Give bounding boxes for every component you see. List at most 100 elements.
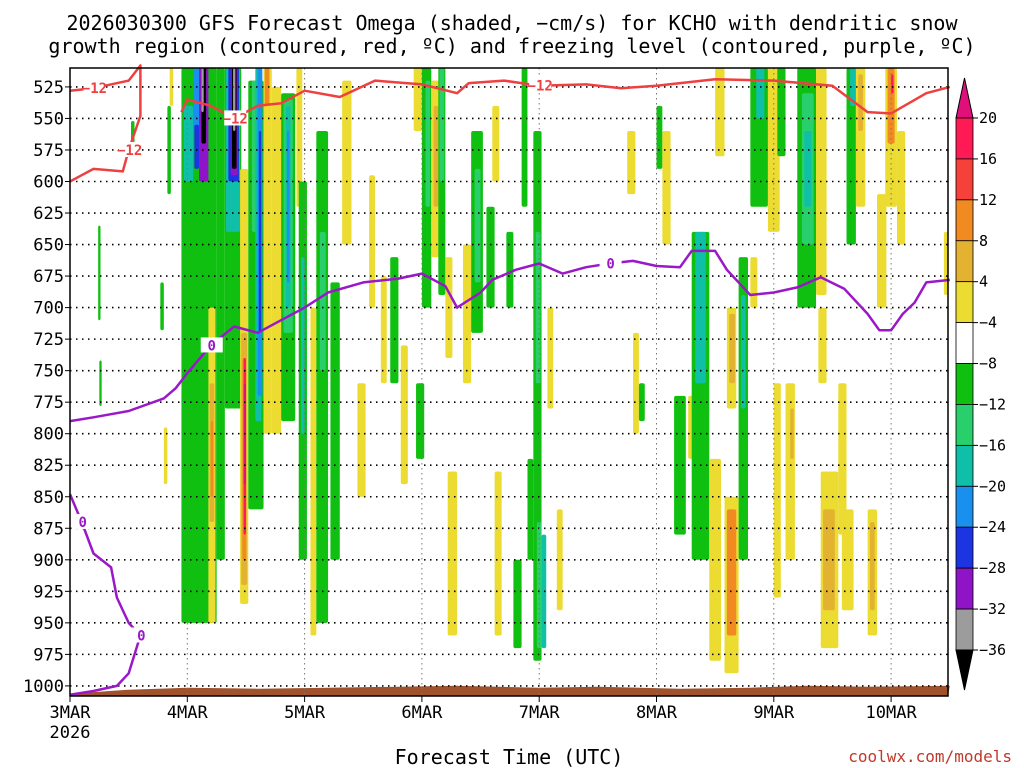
omega-cell-50 (369, 175, 375, 308)
omega-cell-52 (390, 257, 399, 384)
x-axis-label: Forecast Time (UTC) (395, 745, 624, 768)
colorbar-label-1: 16 (979, 150, 997, 168)
colorbar-swatch-12 (955, 608, 974, 651)
plot-area: −12 −12 −12 −12 0 0 0 0 (68, 64, 951, 697)
omega-cell-82 (638, 383, 645, 422)
colorbar-swatch-2 (955, 199, 974, 242)
colorbar-label-5: −4 (979, 314, 997, 332)
omega-cell-41 (296, 68, 303, 207)
colorbar-swatch-7 (955, 404, 974, 446)
ground-surface (70, 685, 950, 696)
omega-cell-111 (823, 509, 835, 611)
colorbar-under-arrow (955, 649, 974, 691)
y-axis: 525 550 575 600 625 650 675 700 725 750 775 800 825 8… (23, 78, 70, 697)
omega-cell-102 (777, 68, 786, 157)
y-tick-label-975: 975 (33, 645, 64, 665)
x-tick-label-9MAR: 9MAR (753, 703, 795, 723)
x-tick-label-3MAR: 3MAR (50, 703, 92, 723)
contour-label-bg-2-1 (599, 255, 622, 271)
omega-cell-59 (433, 105, 439, 207)
omega-cell-84 (662, 131, 671, 245)
omega-cell-53 (400, 345, 408, 485)
contour-label-2-1: 0 (606, 256, 614, 272)
colorbar-label-7: −12 (979, 395, 1006, 413)
omega-cell-81 (633, 332, 639, 434)
colorbar-label-8: −16 (979, 436, 1006, 454)
colorbar-over-arrow (955, 77, 974, 119)
contour-label-bg-1-0 (224, 110, 247, 126)
omega-cell-94 (726, 509, 737, 636)
omega-cell-44 (310, 307, 317, 636)
omega-cell-120 (877, 194, 887, 308)
omega-cell-114 (846, 68, 856, 245)
omega-cell-66 (474, 168, 481, 283)
colorbar-label-13: −36 (979, 641, 1006, 659)
y-tick-label-750: 750 (33, 362, 64, 382)
contour-line-1 (180, 78, 951, 120)
contour-label-bg-0-1 (118, 141, 141, 157)
y-tick-label-525: 525 (33, 78, 64, 98)
omega-cell-4 (160, 282, 164, 331)
omega-cell-46 (319, 231, 326, 371)
colorbar-label-3: 8 (979, 232, 988, 250)
plot-frame (69, 67, 949, 697)
y-tick-label-675: 675 (33, 267, 64, 287)
omega-cell-10 (194, 124, 200, 169)
colorbar-label-2: 12 (979, 191, 997, 209)
omega-cell-57 (425, 80, 431, 207)
omega-cell-70 (506, 231, 514, 308)
omega-cell-36 (264, 68, 270, 106)
y-tick-label-650: 650 (33, 236, 64, 256)
contour-label-bg-0-0 (83, 80, 106, 96)
y-tick-label-800: 800 (33, 425, 64, 445)
contour-label-0-0: −12 (82, 81, 107, 97)
omega-cell-73 (527, 458, 534, 560)
omega-cell-1 (99, 360, 102, 406)
omega-cell-40 (287, 131, 290, 283)
omega-cell-72 (521, 68, 528, 207)
omega-cell-54 (413, 68, 422, 132)
omega-cell-97 (750, 257, 758, 308)
omega-cell-51 (380, 276, 387, 384)
omega-cell-33 (258, 131, 262, 333)
omega-cell-80 (627, 131, 636, 195)
colorbar-swatch-0 (955, 117, 974, 160)
x-tick-label-10MAR: 10MAR (866, 703, 918, 723)
omega-cell-71 (513, 559, 522, 649)
colorbar: 20 16 12 8 4 −4 −8 −12 −16 −20 −24 −28 −32 −36 (955, 77, 1006, 691)
omega-cell-17 (216, 68, 225, 560)
colorbar-label-11: −28 (979, 559, 1006, 577)
omega-cell-48 (342, 80, 352, 245)
x-tick-sublabel-year: 2026 (50, 723, 91, 743)
colorbar-swatch-1 (955, 158, 974, 201)
y-tick-label-700: 700 (33, 299, 64, 319)
omega-cell-64 (462, 244, 472, 384)
x-tick-label-5MAR: 5MAR (284, 703, 326, 723)
omega-cell-55 (416, 383, 425, 459)
colorbar-label-10: −24 (979, 518, 1006, 536)
y-tick-label-575: 575 (33, 141, 64, 161)
omega-cell-16 (210, 421, 214, 497)
colorbar-swatch-5 (955, 322, 974, 364)
omega-cell-113 (841, 509, 854, 611)
chart-title-line1: 2026030300 GFS Forecast Omega (shaded, −… (66, 11, 958, 35)
y-tick-label-900: 900 (33, 551, 64, 571)
x-tick-label-8MAR: 8MAR (636, 703, 678, 723)
contour-label-bg-3-1 (130, 627, 153, 643)
contour-label-0-1: −12 (117, 143, 142, 159)
omega-cell-79 (556, 509, 563, 611)
omega-cell-99 (756, 68, 765, 119)
omega-cell-115 (850, 68, 856, 106)
omega-cell-34 (263, 68, 272, 434)
omega-cell-96 (740, 294, 746, 409)
y-tick-label-775: 775 (33, 393, 64, 413)
colorbar-swatch-3 (955, 240, 974, 283)
credit-text: coolwx.com/models (848, 747, 1012, 766)
colorbar-label-12: −32 (979, 600, 1006, 618)
omega-cell-77 (541, 534, 547, 649)
omega-cell-7 (181, 68, 217, 623)
ground-terrain (70, 685, 950, 696)
omega-cell-101 (773, 383, 781, 598)
y-tick-label-925: 925 (33, 582, 64, 602)
